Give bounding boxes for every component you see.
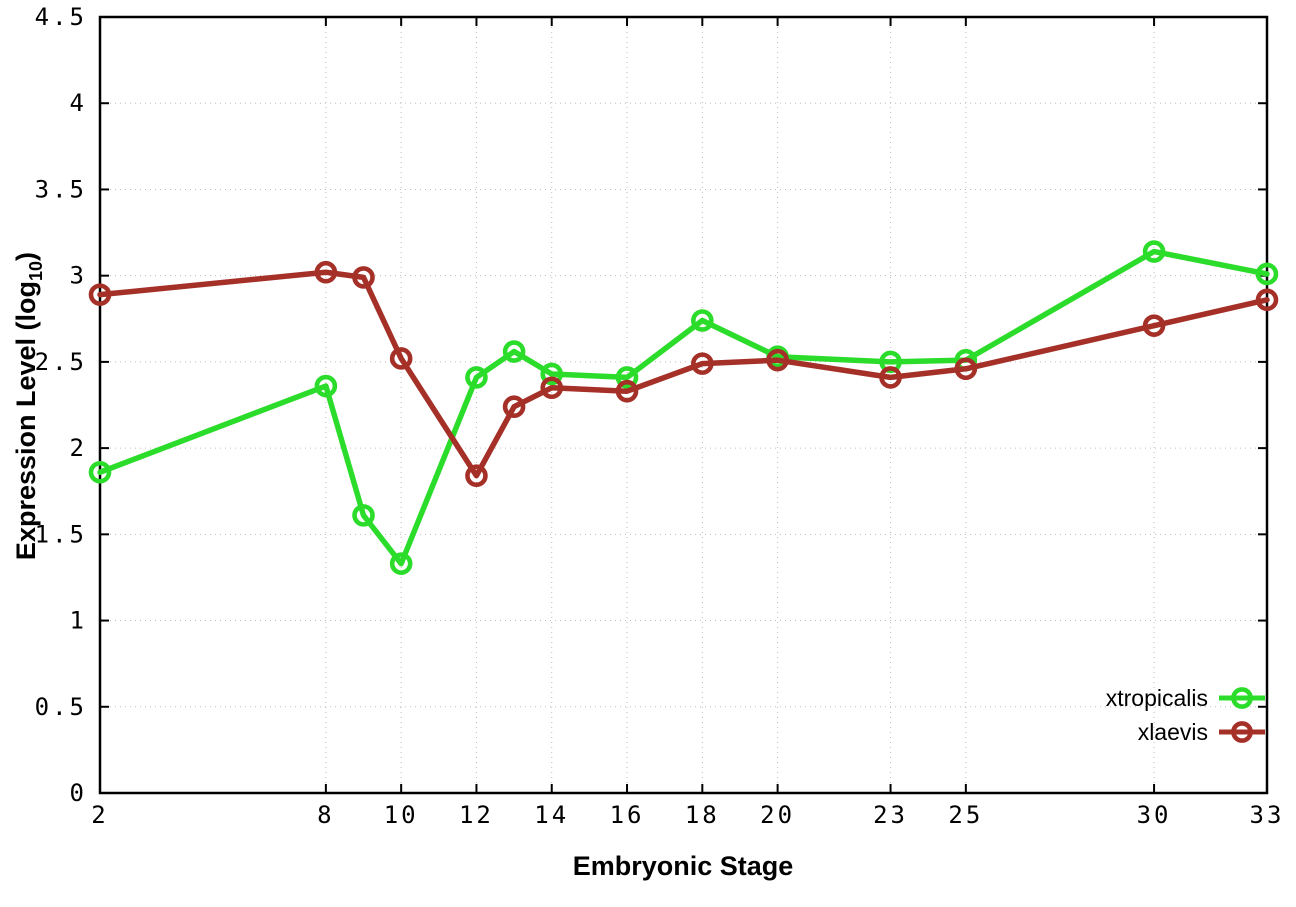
data-point-xlaevis [879, 366, 902, 389]
data-point-xlaevis [465, 464, 488, 488]
data-point-xtropicalis [1142, 240, 1166, 263]
x-tick-label: 2 [91, 801, 108, 829]
data-point-xlaevis [88, 283, 112, 306]
y-axis-label-text: Expression Level (log [11, 280, 41, 561]
data-point-xlaevis [1255, 288, 1279, 312]
y-axis-label: Expression Level (log10) [11, 106, 46, 706]
x-tick-label: 14 [534, 801, 569, 829]
data-point-xlaevis [502, 395, 526, 419]
y-tick-label: 2.5 [35, 348, 87, 376]
legend-line-sample-icon [1219, 721, 1265, 743]
x-tick-label: 12 [459, 801, 494, 829]
data-point-xtropicalis [389, 552, 413, 575]
data-point-xtropicalis [352, 504, 375, 527]
x-tick-label: 25 [948, 801, 983, 829]
data-point-xtropicalis [88, 460, 112, 484]
x-tick-label: 8 [317, 801, 334, 829]
data-point-xtropicalis [879, 350, 902, 374]
legend-line-sample-icon [1219, 687, 1265, 709]
plot-border [98, 15, 1269, 795]
data-point-xtropicalis [465, 366, 488, 389]
y-tick-label: 1 [70, 607, 87, 635]
x-tick-label: 33 [1250, 801, 1285, 829]
data-point-xlaevis [954, 357, 978, 381]
y-tick-label: 3.5 [35, 175, 87, 203]
data-point-xlaevis [1142, 314, 1166, 337]
legend-label-xlaevis: xlaevis [1137, 718, 1208, 745]
y-tick-label: 4.5 [35, 3, 87, 31]
legend-row-xlaevis: xlaevis [1138, 716, 1266, 748]
data-point-xtropicalis [1255, 262, 1279, 286]
y-tick-label: 2 [70, 434, 87, 462]
legend-label-xtropicalis: xtropicalis [1105, 684, 1208, 711]
y-tick-label: 0.5 [35, 693, 87, 721]
data-point-xtropicalis [615, 366, 639, 389]
data-point-xlaevis [389, 347, 413, 370]
series-line-xlaevis [97, 269, 1270, 479]
x-tick-label: 16 [610, 801, 645, 829]
y-tick-label: 0 [70, 779, 87, 807]
y-axis-label-subscript: 10 [26, 260, 46, 281]
data-point-xlaevis [691, 352, 714, 375]
y-tick-label: 1.5 [35, 520, 87, 548]
data-point-xlaevis [615, 379, 639, 403]
y-tick-label: 4 [70, 89, 87, 117]
x-tick-label: 30 [1137, 801, 1172, 829]
data-point-xlaevis [766, 348, 789, 372]
x-tick-label: 10 [384, 801, 419, 829]
x-tick-label: 23 [873, 801, 908, 829]
series-line-xtropicalis [97, 248, 1270, 567]
legend: xtropicalis xlaevis [1106, 682, 1266, 748]
x-axis-label: Embryonic Stage [572, 851, 794, 881]
data-point-xtropicalis [502, 340, 526, 363]
data-point-xtropicalis [314, 374, 338, 398]
data-point-xlaevis [314, 260, 338, 284]
legend-row-xtropicalis: xtropicalis [1106, 682, 1266, 714]
data-point-xtropicalis [540, 362, 564, 386]
y-axis-label-close: ) [11, 251, 41, 261]
data-point-xlaevis [540, 376, 564, 400]
data-point-xlaevis [352, 266, 375, 289]
x-tick-label: 20 [760, 801, 795, 829]
data-point-xtropicalis [691, 309, 714, 332]
x-tick-label: 18 [685, 801, 720, 829]
y-tick-label: 3 [70, 262, 87, 290]
